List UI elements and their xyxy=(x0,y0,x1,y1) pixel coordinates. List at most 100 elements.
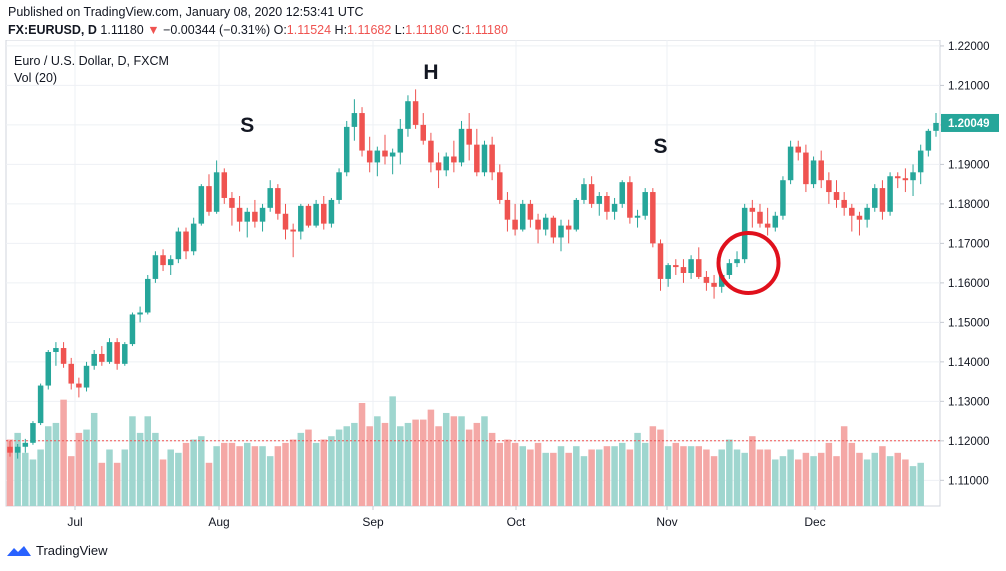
candle-body xyxy=(749,207,756,212)
candle-body xyxy=(565,225,572,230)
candle-body xyxy=(696,259,702,277)
volume-bar xyxy=(435,426,442,506)
candle-body xyxy=(535,219,541,230)
candle-body xyxy=(190,223,197,252)
volume-bars xyxy=(6,396,924,506)
candle-body xyxy=(435,162,442,171)
candle-body xyxy=(512,219,518,230)
volume-bar xyxy=(175,452,182,506)
price-tick-label: 1.22000 xyxy=(948,41,990,53)
candle-body xyxy=(757,211,763,224)
candlestick-chart[interactable]: SHS 1.220001.210001.200001.190001.180001… xyxy=(0,40,1006,536)
candle-body xyxy=(336,172,342,200)
candle-body xyxy=(933,122,939,131)
volume-bar xyxy=(649,426,657,506)
volume-bar xyxy=(205,462,213,506)
candle-body xyxy=(37,385,44,424)
volume-bar xyxy=(106,449,113,506)
candle-body xyxy=(129,314,136,345)
candle-body xyxy=(558,225,564,238)
volume-bar xyxy=(320,439,328,506)
volume-bar xyxy=(840,426,848,506)
volume-bar xyxy=(687,446,695,506)
candle-body xyxy=(252,211,258,222)
volume-bar xyxy=(442,412,450,506)
chart-title: Euro / U.S. Dollar, D, FXCM xyxy=(14,54,169,68)
volume-bar xyxy=(534,442,542,506)
volume-bar xyxy=(29,459,37,506)
volume-bar xyxy=(634,432,641,506)
high-value: 1.11682 xyxy=(347,23,392,37)
volume-bar xyxy=(657,429,664,506)
volume-bar xyxy=(67,456,75,506)
candle-body xyxy=(221,172,228,198)
volume-bar xyxy=(580,456,588,506)
volume-bar xyxy=(825,442,833,506)
volume-bar xyxy=(450,416,458,506)
volume-bar xyxy=(764,449,771,506)
candle-body xyxy=(99,353,105,362)
volume-bar xyxy=(358,402,366,506)
volume-bar xyxy=(14,432,21,506)
candle-body xyxy=(872,188,878,208)
volume-bar xyxy=(228,442,236,506)
volume-bar xyxy=(159,459,167,506)
volume-bar xyxy=(488,432,496,506)
volume-bar xyxy=(733,449,741,506)
volume-bar xyxy=(167,449,174,506)
candle-body xyxy=(542,217,549,230)
volume-bar xyxy=(573,446,580,506)
candle-body xyxy=(175,231,182,260)
volume-bar xyxy=(75,432,83,506)
volume-bar xyxy=(465,429,473,506)
candle-body xyxy=(45,351,52,386)
candle-body xyxy=(611,203,618,212)
volume-bar xyxy=(90,412,98,506)
volume-bar xyxy=(588,449,595,506)
volume-bar xyxy=(772,459,779,506)
volume-bar xyxy=(626,449,634,506)
volume-bar xyxy=(664,446,672,506)
price-tick-label: 1.15000 xyxy=(948,317,990,329)
price-tick-label: 1.16000 xyxy=(948,278,990,290)
candle-body xyxy=(91,353,97,366)
volume-bar xyxy=(236,446,243,506)
candle-body xyxy=(596,195,603,204)
candle-body xyxy=(328,199,335,224)
candle-body xyxy=(910,172,916,181)
grid xyxy=(6,40,940,506)
candle-body xyxy=(818,160,824,181)
pattern-annotations: S H S xyxy=(240,61,667,158)
volume-bar xyxy=(381,422,389,506)
pattern-label: S xyxy=(653,135,667,158)
candle-body xyxy=(550,217,557,238)
candle-body xyxy=(634,215,641,218)
volume-bar xyxy=(473,422,481,506)
footer[interactable]: TradingView xyxy=(6,543,108,558)
candle-body xyxy=(787,146,794,181)
candle-body xyxy=(259,207,266,222)
candle-body xyxy=(627,182,633,218)
candle-body xyxy=(703,276,710,283)
candle-body xyxy=(267,188,273,208)
symbol-label: FX:EURUSD, D xyxy=(8,23,97,37)
volume-bar xyxy=(374,416,381,506)
volume-bar xyxy=(243,442,251,506)
volume-bar xyxy=(289,439,297,506)
time-axis[interactable]: Jul Aug Sep Oct Nov Dec xyxy=(67,506,826,529)
candle-body xyxy=(795,146,802,153)
tradingview-brand: TradingView xyxy=(36,543,108,558)
volume-bar xyxy=(282,442,289,506)
candle-body xyxy=(642,192,648,216)
open-label: O: xyxy=(273,23,287,37)
candle-body xyxy=(343,126,350,173)
volume-bar xyxy=(144,416,152,506)
price-axis[interactable]: 1.220001.210001.200001.190001.180001.170… xyxy=(940,41,990,487)
candle-body xyxy=(183,231,189,252)
candle-body xyxy=(428,140,434,163)
candle-body xyxy=(366,150,373,163)
candle-body xyxy=(7,446,13,453)
volume-bar xyxy=(335,429,343,506)
volume-bar xyxy=(458,416,465,506)
volume-bar xyxy=(427,409,435,506)
